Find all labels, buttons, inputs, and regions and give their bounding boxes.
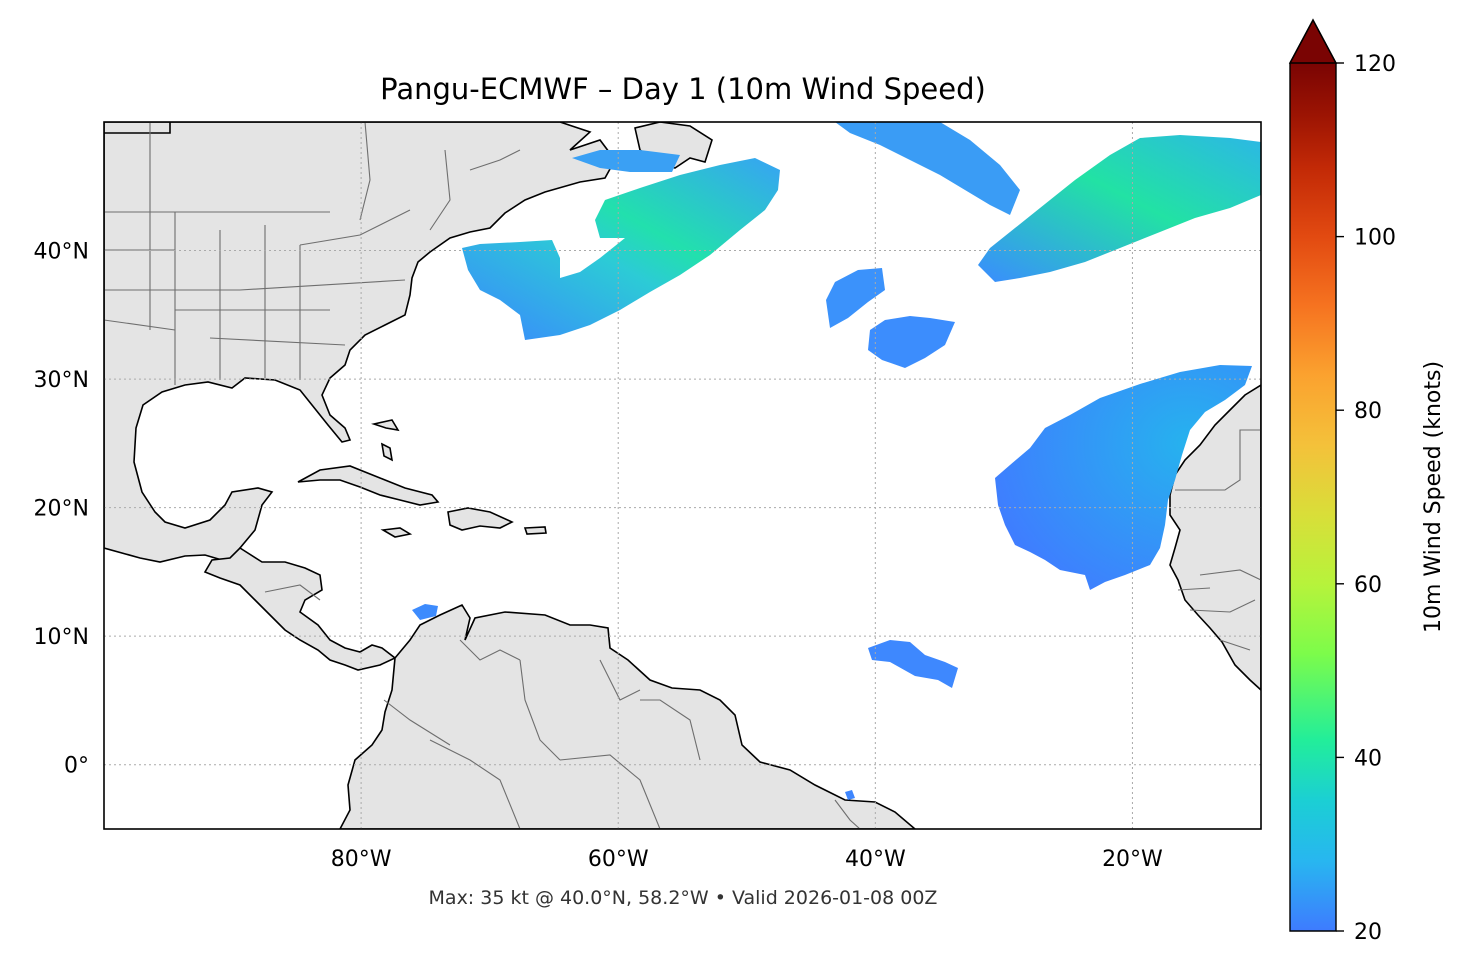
colorbar-gradient: [1290, 63, 1336, 931]
latitude-tick-label: 10°N: [34, 625, 89, 650]
land-greenland-edge: [104, 122, 171, 134]
wind-region-equatorial-dot: [845, 790, 855, 800]
latitude-tick-label: 0°: [64, 754, 89, 779]
colorbar: 20 40 60 80 100 120 10m Wind Speed (knots): [1288, 18, 1446, 945]
max-wind-caption: Max: 35 kt @ 40.0°N, 58.2°W • Valid 2026…: [429, 887, 938, 909]
wind-region-tropical-patch: [868, 640, 958, 688]
wind-speed-field: [412, 122, 1261, 800]
colorbar-frame: [1289, 18, 1337, 932]
colorbar-tick-label: 60: [1354, 573, 1382, 598]
wind-region-caribbean-patch: [412, 604, 438, 620]
colorbar-tick-label: 20: [1354, 920, 1382, 945]
map-panel: [104, 122, 1261, 829]
colorbar-tick-label: 100: [1354, 226, 1396, 251]
latitude-tick-label: 20°N: [34, 497, 89, 522]
colorbar-extend-arrow: [1288, 18, 1338, 64]
wind-region-nw-atlantic-streak: [462, 158, 780, 340]
colorbar-tick-label: 120: [1354, 52, 1396, 77]
land-bahamas: [371, 419, 400, 462]
land-north-america: [104, 122, 616, 563]
colorbar-tick-label: 80: [1354, 399, 1382, 424]
land-africa: [1169, 384, 1261, 692]
colorbar-ticks: 20 40 60 80 100 120: [1336, 52, 1396, 945]
colorbar-tick-label: 40: [1354, 746, 1382, 771]
longitude-tick-label: 20°W: [1102, 847, 1163, 872]
wind-region-azores-patch-1: [826, 268, 885, 328]
land-cuba: [297, 465, 440, 506]
land-south-america: [339, 603, 917, 829]
map-frame: [103, 121, 1262, 830]
latitude-tick-label: 40°N: [34, 240, 89, 265]
longitude-tick-label: 60°W: [588, 847, 649, 872]
land-central-america: [203, 546, 397, 671]
latitude-tick-label: 30°N: [34, 368, 89, 393]
wind-region-ne-atlantic-top: [835, 122, 1020, 215]
colorbar-label: 10m Wind Speed (knots): [1421, 361, 1446, 633]
wind-region-ne-atlantic-streak: [978, 135, 1261, 282]
longitude-tick-label: 80°W: [331, 847, 392, 872]
land-jamaica: [380, 527, 413, 538]
wind-region-trade-wind-area: [995, 365, 1252, 590]
longitude-ticks: 80°W 60°W 40°W 20°W: [331, 847, 1163, 872]
land-hispaniola: [447, 507, 514, 531]
longitude-tick-label: 40°W: [845, 847, 906, 872]
map-title: Pangu-ECMWF – Day 1 (10m Wind Speed): [380, 72, 986, 106]
latitude-ticks: 40°N 30°N 20°N 10°N 0°: [34, 240, 89, 779]
wind-region-azores-patch-2: [868, 316, 955, 368]
land-puerto-rico: [523, 526, 547, 535]
wind-region-nw-atlantic-strip: [572, 150, 680, 172]
